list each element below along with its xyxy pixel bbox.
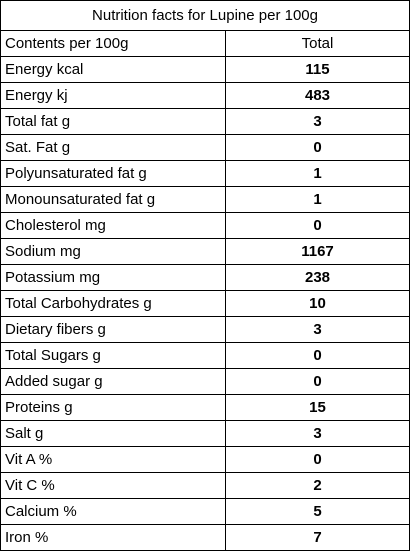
table-row: Potassium mg 238 [0,264,410,291]
nutrient-label: Calcium % [0,498,226,525]
nutrient-value: 1 [225,160,410,187]
table-row: Vit C % 2 [0,472,410,499]
nutrient-value: 115 [225,56,410,83]
nutrient-value: 1 [225,186,410,213]
nutrient-value: 0 [225,446,410,473]
nutrient-value: 238 [225,264,410,291]
nutrient-label: Cholesterol mg [0,212,226,239]
table-row: Energy kj 483 [0,82,410,109]
nutrient-label: Iron % [0,524,226,551]
nutrient-value: 7 [225,524,410,551]
nutrient-label: Sodium mg [0,238,226,265]
title-row: Nutrition facts for Lupine per 100g [0,0,410,31]
nutrient-value: 483 [225,82,410,109]
nutrient-label: Added sugar g [0,368,226,395]
nutrient-label: Proteins g [0,394,226,421]
table-row: Vit A % 0 [0,446,410,473]
nutrient-label: Total Carbohydrates g [0,290,226,317]
nutrient-label: Dietary fibers g [0,316,226,343]
nutrient-label: Energy kcal [0,56,226,83]
nutrient-label: Sat. Fat g [0,134,226,161]
nutrient-value: 1167 [225,238,410,265]
table-row: Energy kcal 115 [0,56,410,83]
nutrient-value: 2 [225,472,410,499]
nutrient-label: Salt g [0,420,226,447]
nutrient-value: 0 [225,212,410,239]
nutrient-value: 0 [225,342,410,369]
nutrient-label: Vit A % [0,446,226,473]
table-row: Sodium mg 1167 [0,238,410,265]
nutrient-value: 0 [225,134,410,161]
table-row: Proteins g 15 [0,394,410,421]
nutrient-value: 10 [225,290,410,317]
nutrient-value: 3 [225,108,410,135]
table-title: Nutrition facts for Lupine per 100g [0,0,410,31]
header-cell: Contents per 100g [0,30,226,57]
nutrient-value: 3 [225,316,410,343]
header-row: Contents per 100g Total [0,30,410,57]
nutrient-label: Total Sugars g [0,342,226,369]
nutrient-label: Polyunsaturated fat g [0,160,226,187]
nutrient-label: Monounsaturated fat g [0,186,226,213]
nutrient-value: 0 [225,368,410,395]
nutrient-label: Total fat g [0,108,226,135]
table-row: Iron % 7 [0,524,410,551]
table-row: Total Carbohydrates g 10 [0,290,410,317]
table-row: Calcium % 5 [0,498,410,525]
nutrient-label: Potassium mg [0,264,226,291]
table-row: Cholesterol mg 0 [0,212,410,239]
nutrient-value: 5 [225,498,410,525]
header-cell: Total [225,30,410,57]
nutrient-value: 15 [225,394,410,421]
nutrient-value: 3 [225,420,410,447]
nutrient-label: Vit C % [0,472,226,499]
nutrient-label: Energy kj [0,82,226,109]
